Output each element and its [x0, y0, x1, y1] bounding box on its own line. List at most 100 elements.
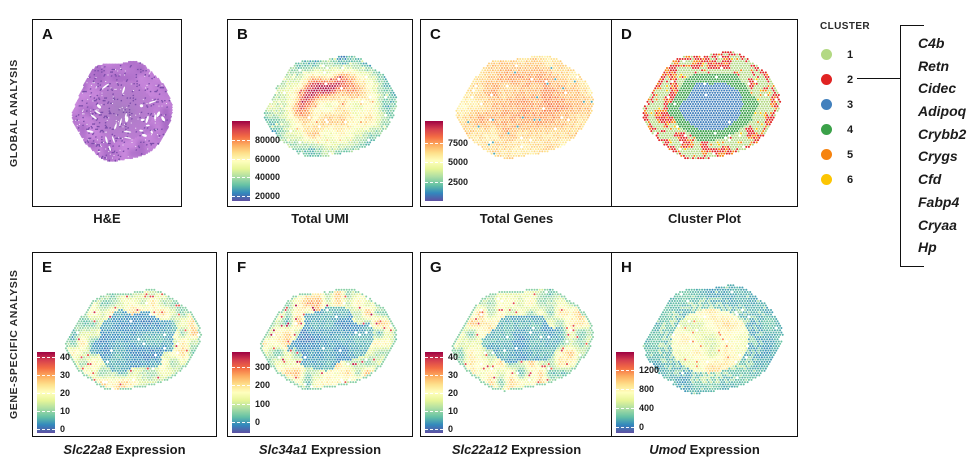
spot-map-canvas [421, 253, 612, 436]
colorbar: 300 200 100 0 [232, 352, 284, 433]
caption-cluster-plot: Cluster Plot [611, 211, 798, 226]
colorbar-tick-label: 800 [639, 383, 655, 394]
cluster-color-dot-icon [821, 124, 832, 135]
row-label-global-analysis: GLOBAL ANALYSIS [8, 59, 20, 167]
colorbar: 40 30 20 10 0 [425, 351, 477, 434]
caption-text: Total UMI [291, 211, 349, 226]
caption-text: Expression [307, 442, 382, 457]
colorbar-tick-label: 80000 [255, 134, 281, 145]
colorbar-tick [616, 369, 634, 371]
panel-g-slc22a12: G 40 30 20 10 0 [420, 252, 613, 437]
colorbar-tick-label: 40 [60, 351, 71, 362]
colorbar-tick-label: 0 [60, 423, 66, 434]
colorbar-gradient [616, 352, 634, 433]
colorbar-tick-label: 30 [60, 369, 71, 380]
gene-bracket-top-tick [900, 25, 924, 26]
cluster-color-dot-icon [821, 99, 832, 110]
colorbar-tick [37, 392, 55, 394]
colorbar-tick-label: 20 [60, 387, 71, 398]
colorbar-tick [425, 162, 443, 164]
colorbar-gradient [232, 121, 250, 201]
marker-gene-label: Hp [918, 239, 937, 256]
colorbar-tick [37, 374, 55, 376]
panel-letter: D [621, 26, 632, 43]
row-label-gene-specific-analysis: GENE-SPECIFIC ANALYSIS [8, 269, 20, 420]
colorbar-tick [232, 385, 250, 387]
caption-text: Expression [686, 442, 760, 457]
colorbar-tick-label: 100 [255, 398, 271, 409]
colorbar: 40 30 20 10 0 [37, 351, 89, 434]
colorbar-tick [37, 428, 55, 430]
colorbar-tick-label: 300 [255, 361, 271, 372]
cluster-legend-title: CLUSTER [820, 21, 871, 32]
colorbar-tick-label: 1200 [639, 364, 660, 375]
panel-letter: F [237, 259, 247, 276]
cluster-legend-item: 4 [821, 117, 853, 142]
colorbar-tick-label: 200 [255, 380, 271, 391]
colorbar-tick [425, 428, 443, 430]
colorbar: 7500 5000 2500 [425, 121, 477, 201]
colorbar-tick [616, 407, 634, 409]
colorbar-tick-label: 5000 [448, 157, 469, 168]
panel-letter: H [621, 259, 632, 276]
colorbar-tick-label: 0 [255, 416, 261, 427]
cluster-legend-item: 3 [821, 92, 853, 117]
cluster-color-dot-icon [821, 174, 832, 185]
cluster-legend-label: 1 [847, 48, 854, 61]
colorbar-tick [425, 142, 443, 144]
caption-umod: Umod Expression [611, 442, 798, 457]
caption-text: Cluster Plot [668, 211, 741, 226]
colorbar-tick [232, 158, 250, 160]
caption-gene-name: Slc34a1 [258, 442, 308, 457]
panel-h-umod: H 1200 800 400 0 [611, 252, 798, 437]
spot-map-canvas [33, 253, 216, 436]
cluster-legend-label: 4 [847, 123, 854, 136]
panel-letter: A [42, 26, 53, 43]
colorbar-tick [425, 410, 443, 412]
colorbar: 80000 60000 40000 20000 [232, 121, 284, 201]
colorbar-tick [232, 421, 250, 423]
colorbar-tick-label: 10 [60, 405, 71, 416]
colorbar-tick-label: 40 [448, 351, 459, 362]
panel-a-he: A [32, 19, 182, 207]
caption-total-genes: Total Genes [420, 211, 613, 226]
panel-f-slc34a1: F 300 200 100 0 [227, 252, 413, 437]
cluster-legend-label: 3 [847, 98, 854, 111]
colorbar-tick-label: 0 [448, 423, 454, 434]
colorbar-tick-label: 40000 [255, 172, 281, 183]
marker-gene-label: Cryaa [918, 216, 957, 233]
marker-gene-label: Adipoq [918, 103, 967, 120]
colorbar-tick [232, 196, 250, 198]
colorbar-tick-label: 30 [448, 369, 459, 380]
marker-gene-label: Crygs [918, 148, 958, 165]
he-tissue-canvas [33, 20, 181, 206]
colorbar-tick [232, 366, 250, 368]
colorbar-tick-label: 20 [448, 387, 459, 398]
colorbar-tick-label: 10 [448, 405, 459, 416]
cluster-color-dot-icon [821, 49, 832, 60]
colorbar-tick-label: 2500 [448, 176, 469, 187]
spot-map-canvas [421, 20, 612, 206]
caption-text: Expression [111, 442, 186, 457]
colorbar-tick [232, 177, 250, 179]
cluster-legend-item: 6 [821, 167, 853, 192]
colorbar-tick-label: 20000 [255, 191, 281, 202]
colorbar-tick [232, 139, 250, 141]
caption-slc34a1: Slc34a1 Expression [227, 442, 413, 457]
cluster-color-dot-icon [821, 149, 832, 160]
caption-gene-name: Slc22a12 [451, 442, 508, 457]
marker-gene-label: Crybb2 [918, 125, 967, 142]
colorbar: 1200 800 400 0 [616, 352, 668, 433]
caption-text: Total Genes [479, 211, 554, 226]
caption-text: Expression [507, 442, 582, 457]
panel-c-total-genes: C 7500 5000 2500 [420, 19, 613, 207]
cluster2-gene-list: C4b Retn Cidec Adipoq Crybb2 Crygs Cfd Fabp4 Cry… [918, 32, 966, 259]
colorbar-tick [616, 426, 634, 428]
colorbar-tick [616, 388, 634, 390]
marker-gene-label: Cfd [918, 171, 942, 188]
colorbar-gradient [232, 352, 250, 433]
caption-slc22a8: Slc22a8 Expression [32, 442, 217, 457]
colorbar-tick [425, 356, 443, 358]
colorbar-tick-label: 400 [639, 402, 655, 413]
